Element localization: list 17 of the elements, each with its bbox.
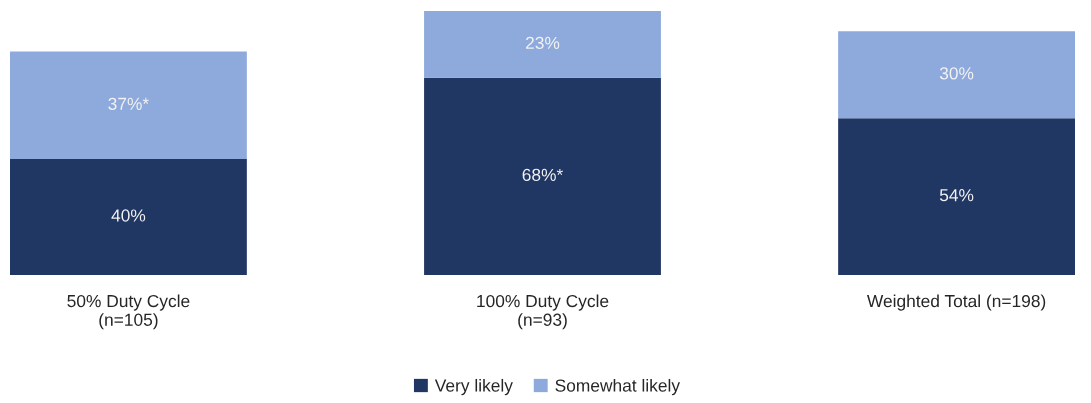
data-label: 23% bbox=[526, 36, 560, 50]
x-tick-label: 50% Duty Cycle (n=105) bbox=[67, 294, 190, 330]
data-label: 30% bbox=[939, 67, 974, 80]
data-label: 54% bbox=[939, 189, 974, 202]
bar bbox=[838, 118, 1075, 275]
data-label: 37%* bbox=[108, 97, 149, 110]
legend-label: Somewhat likely bbox=[555, 378, 681, 396]
bar bbox=[424, 77, 661, 275]
data-label: 40% bbox=[111, 209, 146, 222]
bar bbox=[10, 158, 247, 275]
bar bbox=[10, 51, 247, 159]
bar bbox=[424, 11, 661, 78]
legend-label: Very likely bbox=[434, 378, 513, 396]
x-tick-label: Weighted Total (n=198) bbox=[866, 294, 1046, 311]
bar bbox=[838, 31, 1075, 119]
x-tick-label: 100% Duty Cycle (n=93) bbox=[477, 294, 609, 330]
data-label: 68%* bbox=[522, 168, 563, 182]
